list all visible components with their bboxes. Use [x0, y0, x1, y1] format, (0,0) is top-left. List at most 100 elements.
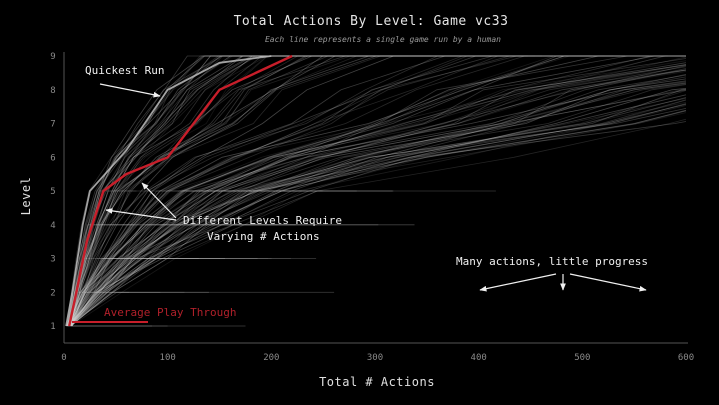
run-lines	[65, 55, 687, 327]
y-ticks: 1 2 3 4 5 6 7 8 9	[50, 52, 55, 332]
y-tick-label: 6	[50, 153, 55, 163]
run-line	[65, 224, 317, 327]
run-line	[70, 69, 687, 327]
run-line	[69, 55, 301, 327]
run-line	[66, 82, 687, 327]
run-line	[69, 55, 437, 327]
run-line	[70, 68, 687, 327]
run-line	[67, 190, 357, 327]
y-tick-label: 9	[50, 52, 55, 62]
run-line	[70, 55, 686, 327]
run-line	[71, 84, 687, 327]
y-tick-label: 4	[50, 221, 55, 231]
x-tick-label: 600	[678, 353, 694, 363]
run-line	[66, 190, 394, 327]
run-line	[70, 64, 687, 327]
run-line	[65, 190, 323, 327]
run-line	[71, 69, 687, 327]
arrow-levels-lower	[105, 208, 177, 221]
run-line	[68, 82, 687, 327]
run-line	[69, 224, 296, 327]
run-line	[70, 55, 326, 327]
run-line	[71, 258, 317, 327]
run-line	[67, 109, 687, 327]
run-line	[66, 291, 335, 327]
run-line	[68, 55, 267, 327]
average-line	[68, 54, 293, 327]
run-line	[68, 78, 687, 327]
run-line	[70, 118, 687, 327]
run-line	[69, 103, 687, 327]
run-line	[69, 55, 686, 327]
run-line	[66, 224, 134, 327]
run-line	[68, 55, 535, 327]
run-line	[66, 62, 687, 327]
y-tick-label: 1	[50, 322, 55, 332]
run-line	[67, 110, 687, 327]
run-line	[67, 55, 348, 327]
run-line	[67, 90, 687, 327]
run-line	[66, 71, 687, 327]
run-line	[66, 60, 687, 327]
series-lines	[65, 54, 293, 327]
x-tick-label: 200	[263, 353, 279, 363]
run-line	[67, 258, 138, 327]
arrow-levels-upper	[141, 182, 177, 219]
chart-title: Total Actions By Level: Game vc33	[234, 14, 509, 29]
y-tick-label: 7	[50, 120, 55, 130]
run-line	[70, 55, 423, 327]
run-line	[65, 64, 687, 327]
y-tick-label: 5	[50, 187, 55, 197]
run-line	[70, 65, 687, 327]
run-line	[67, 99, 687, 327]
run-line	[70, 80, 687, 327]
run-line	[69, 97, 687, 327]
run-line	[69, 55, 628, 327]
run-line	[65, 55, 686, 327]
run-line	[67, 108, 687, 327]
run-line	[67, 55, 497, 327]
run-line	[66, 55, 478, 327]
run-line	[71, 55, 650, 327]
run-line	[70, 88, 687, 327]
run-line	[71, 55, 686, 327]
run-line	[70, 55, 543, 327]
run-line	[66, 55, 528, 327]
run-line	[71, 56, 687, 327]
run-line	[66, 69, 687, 327]
y-axis-label: Level	[19, 177, 33, 216]
x-tick-label: 0	[61, 353, 66, 363]
run-line	[69, 224, 142, 327]
run-line	[70, 55, 614, 327]
run-line	[69, 190, 393, 327]
run-line	[66, 190, 496, 327]
run-line	[66, 58, 687, 327]
run-line	[67, 224, 278, 327]
y-tick-label: 8	[50, 86, 55, 96]
x-ticks: 0 100 200 300 400 500 600	[61, 353, 694, 363]
run-line	[68, 258, 225, 327]
run-line	[70, 55, 528, 327]
run-line	[71, 55, 605, 327]
run-line	[70, 89, 687, 327]
run-line	[70, 55, 686, 327]
chart-subtitle: Each line represents a single game run b…	[265, 35, 501, 44]
arrow-quickest-run	[99, 83, 161, 98]
run-line	[70, 55, 381, 327]
run-line	[71, 55, 303, 327]
x-tick-label: 300	[367, 353, 383, 363]
run-line	[67, 190, 302, 327]
run-line	[71, 76, 687, 327]
run-line	[71, 55, 432, 327]
run-line	[68, 190, 329, 327]
run-line	[66, 55, 542, 327]
run-line	[69, 258, 166, 327]
run-line	[68, 55, 686, 327]
y-tick-label: 2	[50, 288, 55, 298]
y-tick-label: 3	[50, 255, 55, 265]
annotation-quickest-run: Quickest Run	[85, 64, 164, 77]
x-axis-label: Total # Actions	[319, 375, 435, 389]
run-line	[69, 83, 687, 327]
x-tick-label: 400	[471, 353, 487, 363]
